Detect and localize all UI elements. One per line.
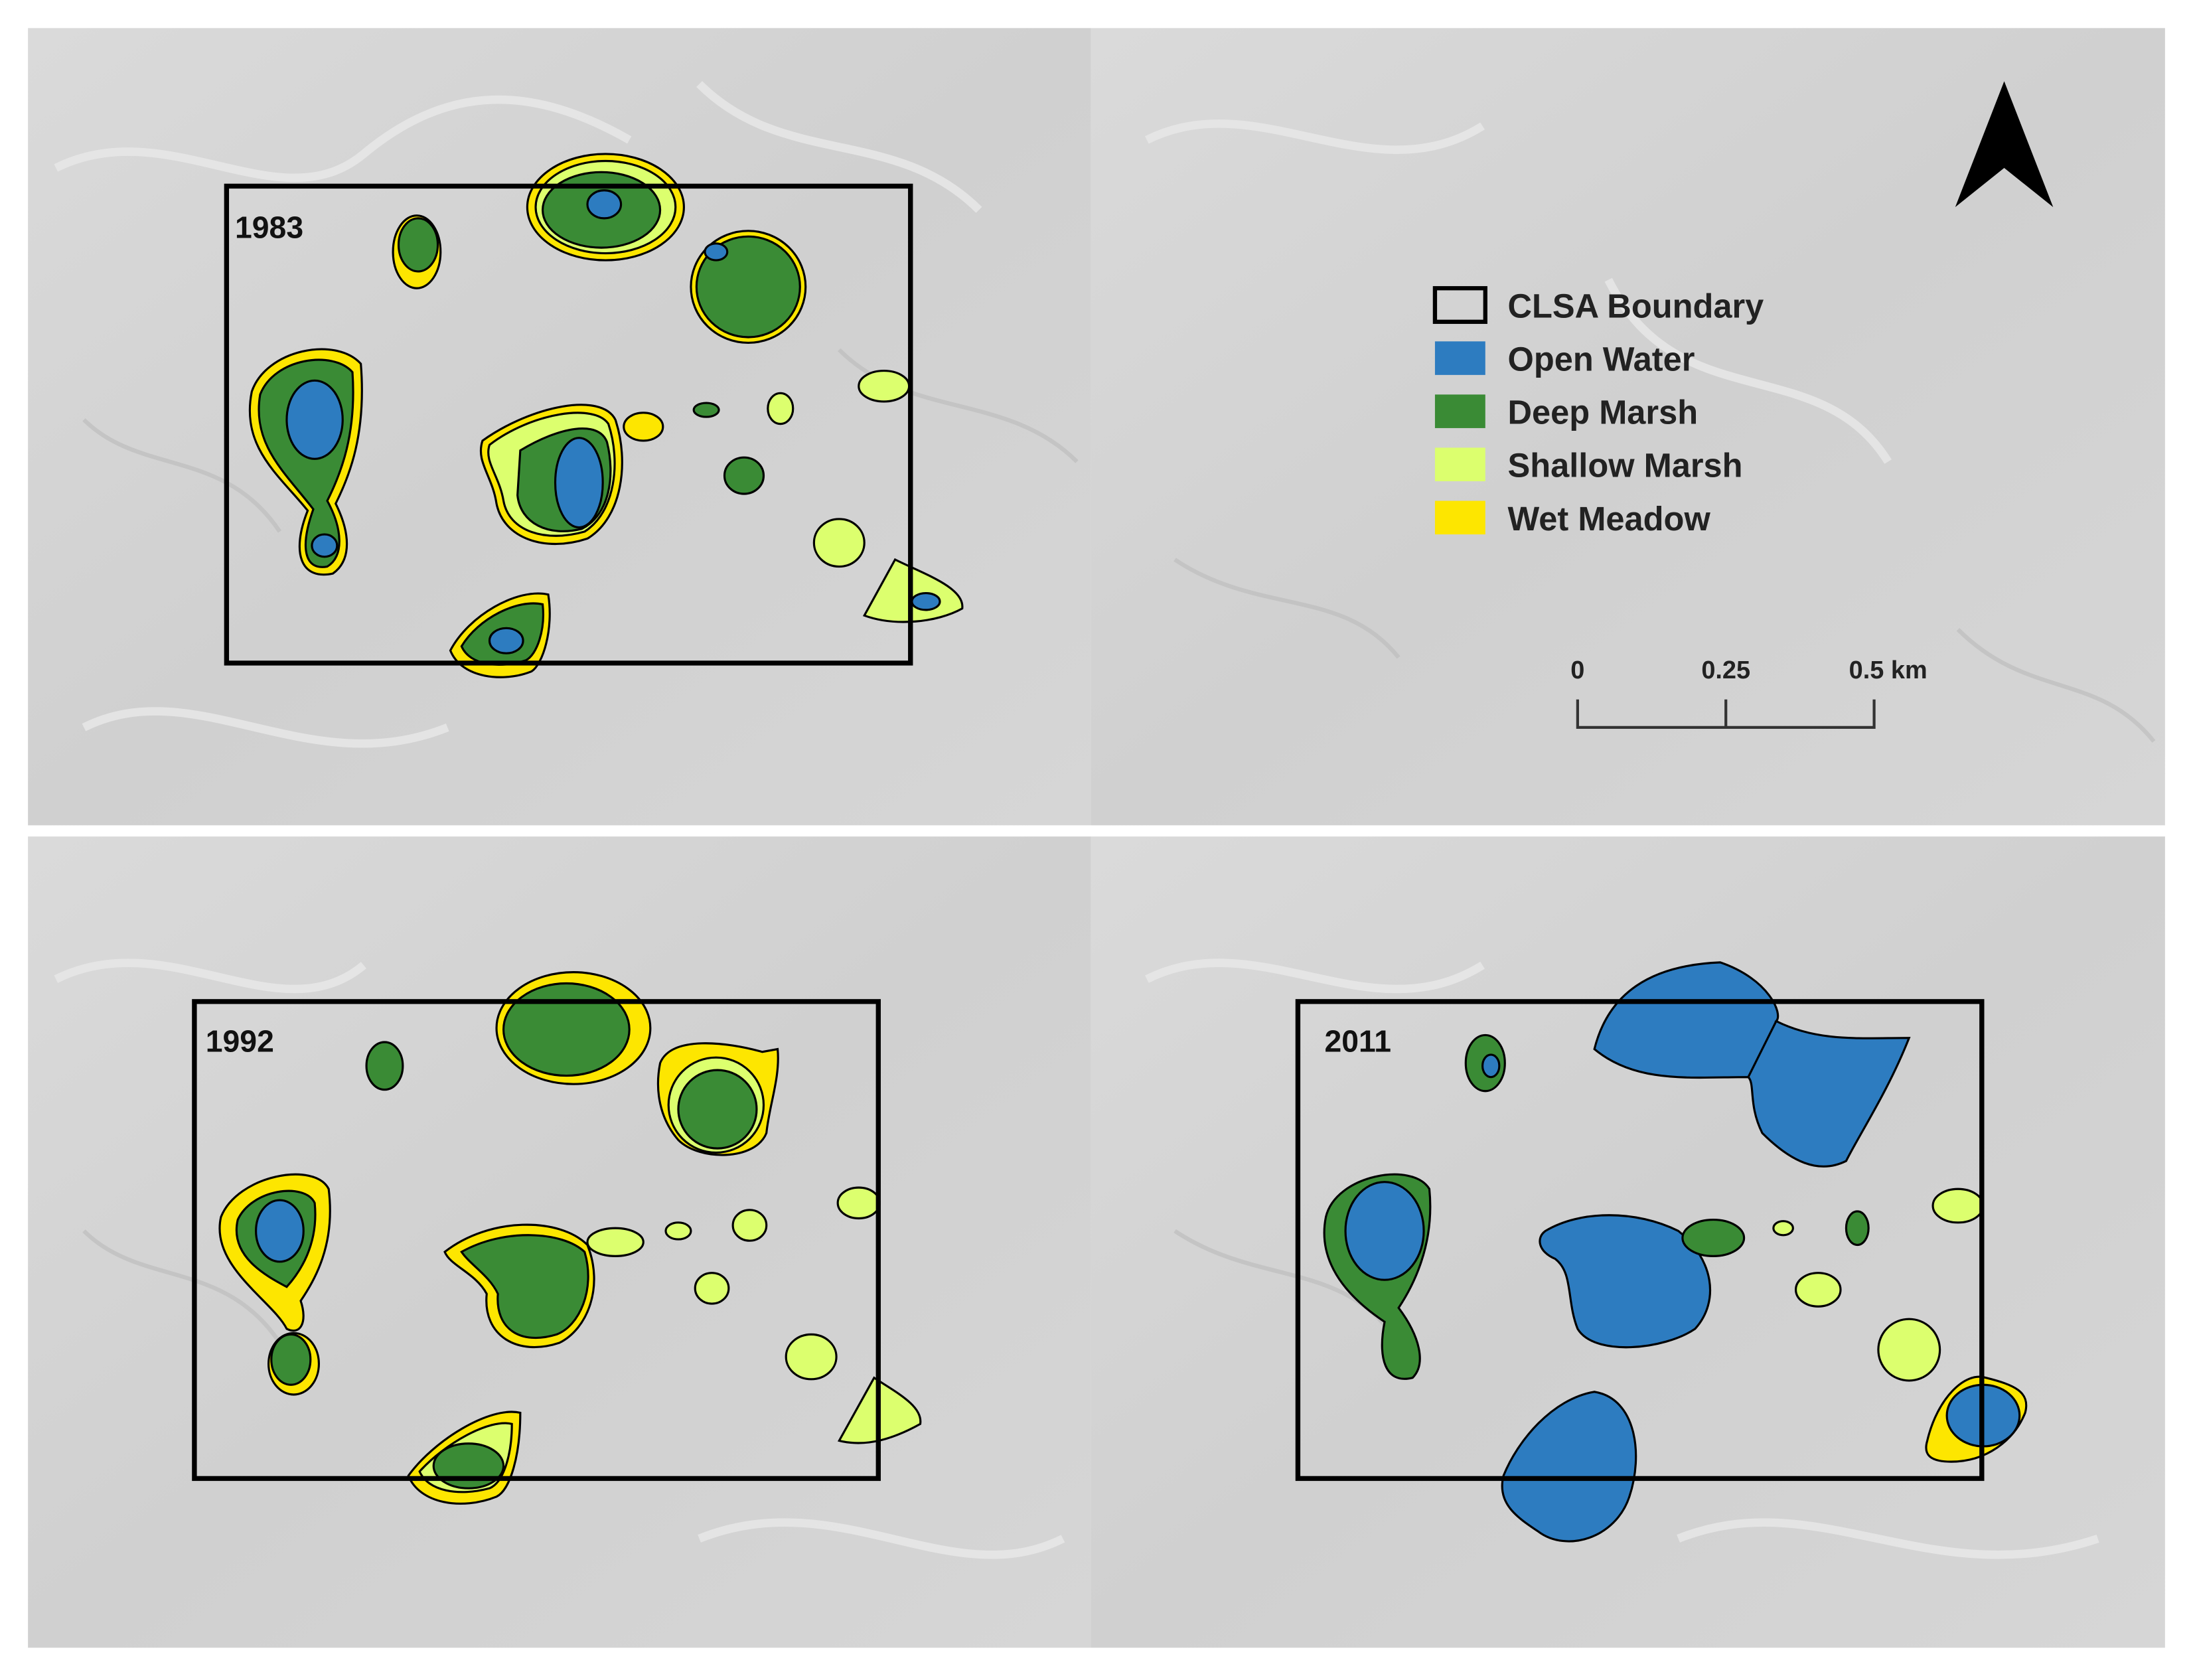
open-water	[255, 1199, 305, 1263]
scale-bar	[1576, 699, 1876, 729]
deep-marsh	[270, 1333, 312, 1386]
scale-label: 0.5 km	[1849, 656, 1928, 684]
legend-label: Shallow Marsh	[1508, 447, 1743, 485]
legend-label: Deep Marsh	[1508, 394, 1699, 431]
open-water	[586, 189, 623, 220]
clsa-boundary	[192, 999, 881, 1482]
open-water	[488, 627, 524, 654]
deep-marsh	[397, 217, 439, 273]
hillshade	[28, 28, 2165, 1648]
deep-marsh	[365, 1041, 404, 1091]
shallow-marsh	[586, 1227, 644, 1257]
shallow-marsh	[858, 369, 911, 403]
open-water	[1539, 1214, 1711, 1349]
open-water	[1593, 961, 1911, 1168]
deep-marsh	[1681, 1219, 1746, 1257]
legend-swatch	[1434, 341, 1485, 375]
open-water	[1501, 1391, 1637, 1543]
deep-marsh	[692, 402, 720, 418]
boundary-line	[1747, 1020, 1777, 1078]
wet-meadow	[623, 412, 664, 442]
legend-swatch	[1432, 286, 1487, 324]
panel-year: 1992	[206, 1024, 274, 1059]
deep-marsh	[1845, 1210, 1870, 1247]
scale-label: 0.25	[1701, 656, 1750, 684]
legend-label: CLSA Boundary	[1508, 287, 1764, 325]
open-water	[285, 379, 344, 460]
wetlands-1992	[218, 971, 922, 1505]
deep-marsh	[432, 1442, 505, 1489]
deep-marsh	[502, 982, 631, 1077]
shallow-marsh	[767, 392, 794, 425]
shallow-marsh	[1877, 1318, 1941, 1382]
panel-year: 1983	[235, 210, 303, 244]
open-water	[1481, 1053, 1501, 1079]
deep-marsh	[695, 235, 801, 339]
shallow-marsh	[1794, 1272, 1842, 1308]
shallow-marsh	[664, 1221, 692, 1241]
legend-swatch	[1434, 447, 1485, 482]
shallow-marsh	[1931, 1187, 1985, 1224]
open-water	[911, 592, 941, 611]
panel-year: 2011	[1324, 1024, 1391, 1059]
north-arrow	[1955, 81, 2054, 208]
shallow-marsh	[836, 1186, 881, 1220]
open-water	[311, 533, 339, 558]
shallow-marsh	[731, 1209, 768, 1242]
legend-label: Wet Meadow	[1508, 500, 1711, 538]
shallow-marsh	[785, 1333, 838, 1381]
open-water	[704, 242, 729, 262]
shallow-marsh	[1772, 1220, 1794, 1237]
deep-marsh	[460, 1234, 589, 1339]
open-water	[1344, 1181, 1425, 1281]
shallow-marsh	[694, 1272, 730, 1305]
legend-label: Open Water	[1508, 341, 1695, 378]
clsa-boundary	[1295, 999, 1985, 1482]
scale-label: 0	[1570, 656, 1584, 684]
wetlands-2011	[1323, 961, 2028, 1543]
open-water	[554, 437, 604, 529]
clsa-boundary	[224, 183, 913, 666]
deep-marsh	[723, 456, 765, 495]
legend-swatch	[1434, 394, 1485, 428]
deep-marsh	[677, 1069, 758, 1150]
legend-swatch	[1434, 500, 1485, 535]
shallow-marsh	[812, 518, 866, 568]
legend: CLSA Boundary Open Water Deep Marsh Shal…	[1432, 286, 1764, 538]
